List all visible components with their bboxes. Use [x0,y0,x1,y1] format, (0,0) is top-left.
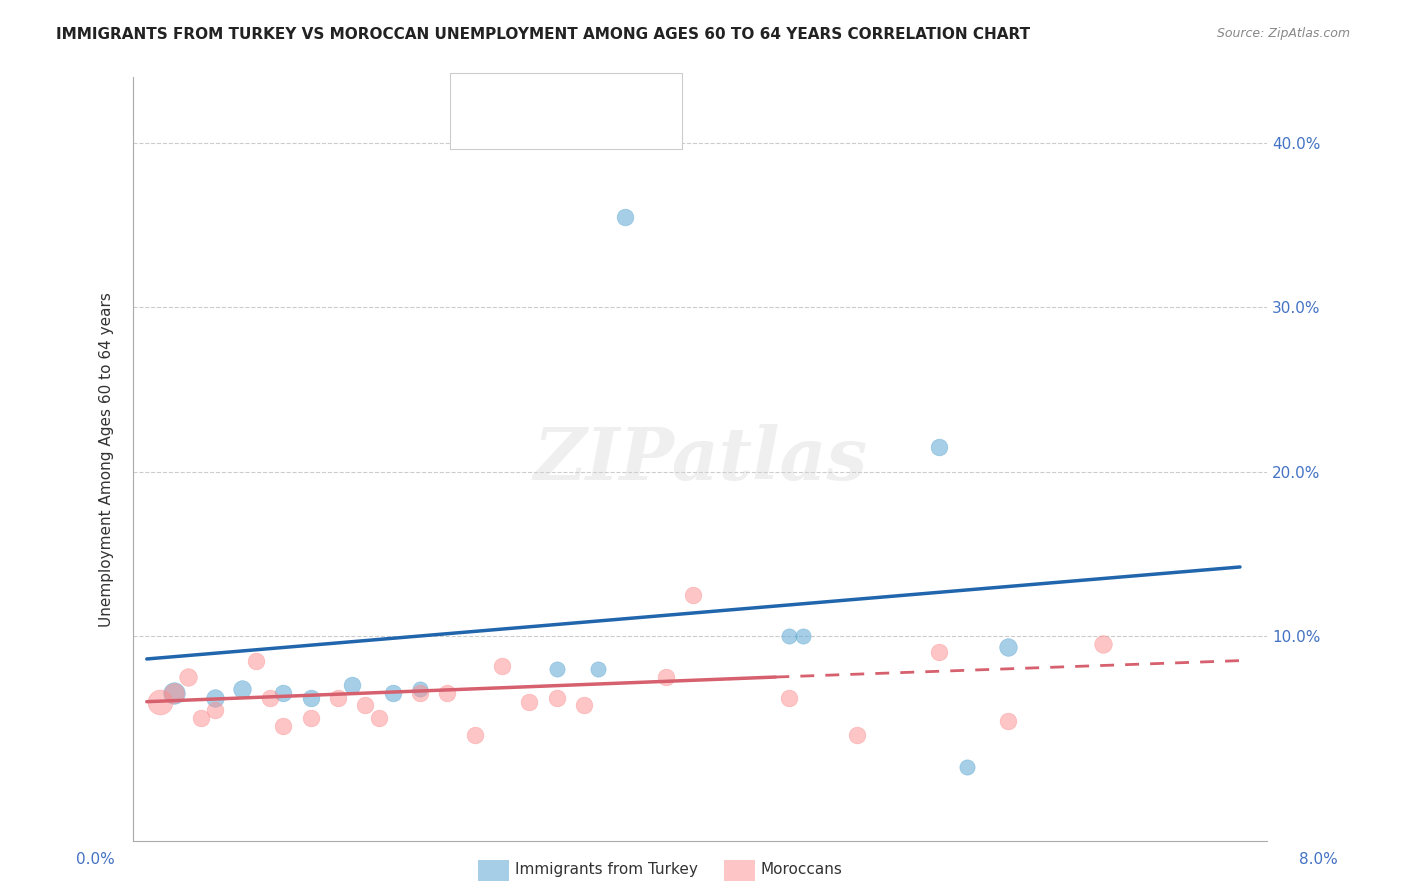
Text: 0.236: 0.236 [529,116,576,134]
Point [326,691,349,706]
Point [614,210,637,224]
Text: 0.0%: 0.0% [76,852,115,867]
Point [491,658,513,673]
Point [464,727,486,741]
Point [546,662,568,676]
Point [409,686,432,700]
Point [997,640,1019,655]
Point [546,691,568,706]
Point [519,695,541,709]
Text: 14: 14 [612,87,633,104]
Point [1092,637,1115,651]
Point [259,691,281,706]
Point [299,711,322,725]
Point [846,727,869,741]
Text: R =: R = [499,87,536,104]
Point [245,654,267,668]
Text: ZIPatlas: ZIPatlas [533,424,868,495]
Point [928,645,950,659]
Text: 24: 24 [612,116,633,134]
Point [163,686,186,700]
Point [655,670,678,684]
Text: R =: R = [499,116,536,134]
Point [204,691,226,706]
Point [273,719,295,733]
Text: N =: N = [579,116,627,134]
Point [381,686,404,700]
Text: N =: N = [579,87,627,104]
Point [682,588,704,602]
Point [956,760,979,774]
Point [997,714,1019,729]
Point [792,629,814,643]
Point [163,686,186,700]
Text: 8.0%: 8.0% [1299,852,1339,867]
Y-axis label: Unemployment Among Ages 60 to 64 years: Unemployment Among Ages 60 to 64 years [100,292,114,627]
Point [190,711,212,725]
Point [299,691,322,706]
Point [231,681,253,696]
Point [273,686,295,700]
Point [572,698,595,712]
Point [340,678,363,692]
Point [177,670,200,684]
Point [354,698,377,712]
Point [436,686,458,700]
Text: 0.138: 0.138 [529,87,576,104]
Text: IMMIGRANTS FROM TURKEY VS MOROCCAN UNEMPLOYMENT AMONG AGES 60 TO 64 YEARS CORREL: IMMIGRANTS FROM TURKEY VS MOROCCAN UNEMP… [56,27,1031,42]
Point [928,440,950,454]
Text: Moroccans: Moroccans [761,863,842,877]
Point [409,681,432,696]
Point [368,711,391,725]
Point [778,691,800,706]
Text: Source: ZipAtlas.com: Source: ZipAtlas.com [1216,27,1350,40]
Point [586,662,609,676]
Point [149,695,172,709]
Point [778,629,800,643]
Point [204,703,226,717]
Text: Immigrants from Turkey: Immigrants from Turkey [515,863,697,877]
